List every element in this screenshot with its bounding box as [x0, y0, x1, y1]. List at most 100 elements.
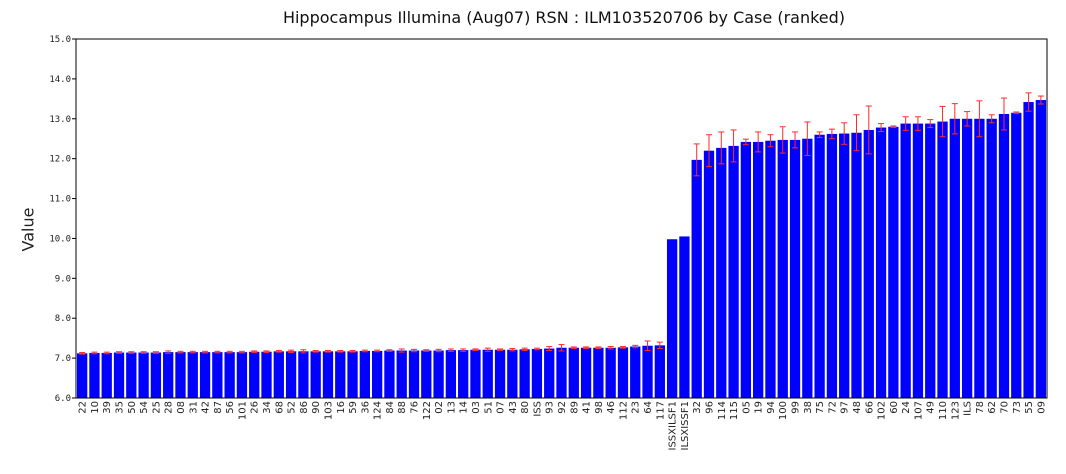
x-tick-label: 32	[692, 401, 703, 414]
x-tick-label: 56	[225, 401, 236, 414]
bar	[1023, 102, 1034, 398]
x-tick-label: 70	[999, 401, 1010, 414]
bar	[236, 352, 248, 398]
y-tick-label: 13.0	[49, 115, 71, 125]
x-tick-label: 54	[139, 401, 150, 414]
bar	[126, 352, 137, 398]
x-tick-label: 50	[127, 401, 138, 414]
x-tick-label: 103	[323, 401, 334, 420]
x-tick-label: 25	[151, 401, 162, 414]
bar	[310, 351, 321, 398]
bar	[175, 352, 186, 398]
x-tick-label: 07	[496, 401, 507, 414]
bar	[445, 350, 457, 398]
x-tick-label: 72	[827, 401, 838, 414]
bar	[703, 150, 715, 398]
x-tick-label: 60	[889, 401, 900, 414]
bar	[863, 129, 874, 399]
y-tick-label: 12.0	[49, 155, 71, 165]
x-tick-label: 05	[741, 401, 752, 414]
y-tick-label: 7.0	[55, 354, 71, 364]
x-tick-label: 09	[1036, 401, 1047, 414]
bar	[298, 351, 309, 398]
bar	[507, 349, 518, 398]
x-tick-label: 92	[557, 401, 568, 414]
bar	[875, 127, 887, 398]
x-tick-label: 86	[299, 401, 310, 414]
x-tick-label: 64	[643, 401, 654, 414]
x-tick-label: 100	[778, 401, 789, 420]
x-tick-label: 34	[262, 401, 273, 414]
bar	[789, 139, 801, 398]
bar	[433, 350, 444, 398]
bar	[654, 345, 665, 398]
bar	[482, 349, 493, 398]
bar	[519, 349, 530, 398]
x-tick-label: 76	[410, 401, 421, 414]
bar	[212, 352, 223, 398]
bar	[617, 347, 629, 398]
x-tick-label: 94	[766, 401, 777, 414]
x-tick-label: 42	[201, 401, 212, 414]
x-tick-label: 62	[987, 401, 998, 414]
y-tick-label: 14.0	[49, 75, 71, 85]
bar	[150, 352, 162, 398]
y-tick-label: 8.0	[55, 314, 71, 324]
x-tick-label: 90	[311, 401, 322, 414]
x-tick-label: 55	[1024, 401, 1035, 414]
x-tick-label: 124	[373, 401, 384, 420]
x-tick-label: 68	[274, 401, 285, 414]
x-tick-label: 35	[115, 401, 126, 414]
bar	[900, 123, 911, 398]
bar	[163, 352, 174, 398]
x-tick-label: 49	[926, 401, 937, 414]
x-tick-label: 03	[471, 401, 482, 414]
x-tick-label: 52	[287, 401, 298, 414]
x-tick-label: 22	[78, 401, 89, 414]
y-tick-label: 10.0	[49, 234, 71, 244]
bar	[273, 351, 284, 398]
bar	[642, 345, 653, 398]
x-tick-label: ILSXISSF1	[680, 401, 691, 450]
x-tick-label: 97	[840, 401, 851, 414]
bar	[851, 132, 862, 398]
y-tick-label: 6.0	[55, 394, 71, 404]
x-tick-label: 93	[545, 401, 556, 414]
x-tick-label: 84	[385, 401, 396, 414]
bar	[593, 347, 604, 398]
bar	[888, 126, 899, 398]
x-tick-label: 99	[791, 401, 802, 414]
x-tick-label: ISSXILSF1	[668, 401, 679, 450]
bar	[335, 351, 346, 398]
bar	[949, 118, 960, 399]
x-tick-label: 96	[704, 401, 715, 414]
bar	[937, 121, 948, 398]
bar	[765, 140, 776, 398]
bar	[605, 347, 616, 398]
bar	[925, 123, 936, 398]
bar	[261, 351, 272, 398]
x-tick-label: 80	[520, 401, 531, 414]
bar	[77, 353, 88, 398]
bar	[384, 350, 395, 398]
x-tick-label: 41	[582, 401, 593, 414]
x-tick-label: 19	[754, 401, 765, 414]
x-tick-label: 14	[459, 401, 470, 414]
x-tick-label: ISS	[532, 401, 543, 417]
bar	[556, 347, 567, 398]
bar	[912, 123, 924, 398]
x-tick-label: 39	[102, 401, 113, 414]
bar	[89, 352, 100, 398]
x-tick-label: 02	[434, 401, 445, 414]
bar	[666, 239, 678, 398]
bar	[544, 348, 555, 398]
x-tick-label: 102	[877, 401, 888, 420]
x-tick-label: 16	[336, 401, 347, 414]
bar	[1011, 112, 1022, 399]
x-tick-label: 10	[90, 401, 101, 414]
bar	[138, 352, 149, 398]
bar	[285, 351, 297, 398]
bar	[396, 350, 407, 398]
bar	[630, 346, 641, 398]
